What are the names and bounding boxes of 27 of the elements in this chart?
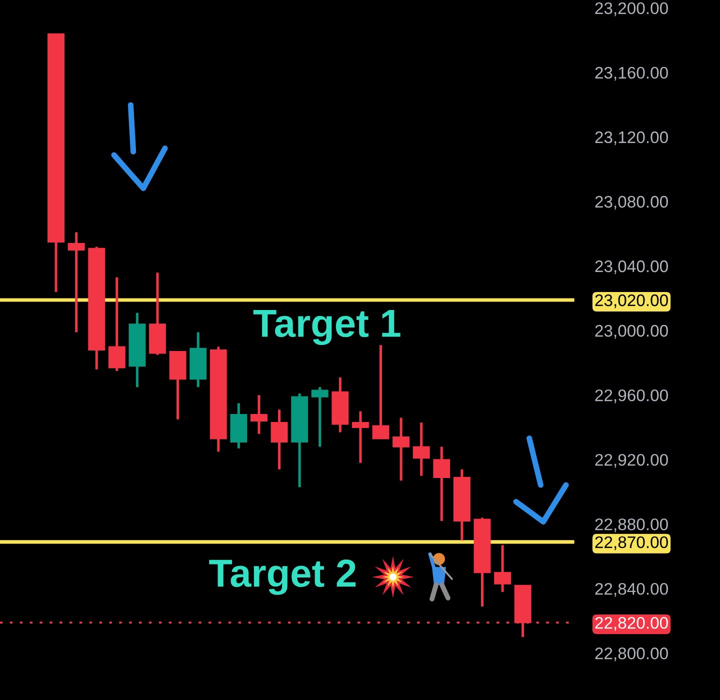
- annotation: Target 1: [253, 310, 400, 346]
- candlestick: [68, 231, 85, 334]
- candlestick: [270, 408, 288, 471]
- candlestick: [412, 421, 430, 478]
- y-tick-label: 23,200.00: [595, 2, 668, 16]
- y-tick-label: 23,040.00: [595, 260, 668, 274]
- ref-line-label: 22,870.00: [595, 536, 668, 550]
- ref-line-label: 23,020.00: [595, 294, 668, 308]
- candlestick: [392, 416, 410, 482]
- y-tick-label: 23,080.00: [595, 196, 668, 210]
- y-tick-label: 22,840.00: [595, 582, 668, 597]
- y-tick-label: 23,160.00: [595, 66, 668, 81]
- candlestick: [250, 394, 268, 436]
- y-tick-label: 23,120.00: [595, 131, 668, 146]
- candlestick: [311, 386, 328, 448]
- y-tick-label: 23,000.00: [595, 324, 668, 339]
- candlestick: [108, 276, 126, 372]
- ref-line-label: 22,820.00: [595, 616, 668, 631]
- candlestick: [372, 344, 390, 440]
- candlestick: [494, 544, 512, 594]
- y-tick-label: 22,880.00: [595, 518, 668, 532]
- candlestick: [352, 410, 369, 464]
- annotation: Target 2: [209, 560, 356, 595]
- y-tick-label: 22,960.00: [595, 389, 668, 404]
- y-tick-label: 22,920.00: [595, 454, 668, 468]
- y-tick-label: 22,800.00: [595, 648, 668, 662]
- candlestick: [433, 446, 450, 522]
